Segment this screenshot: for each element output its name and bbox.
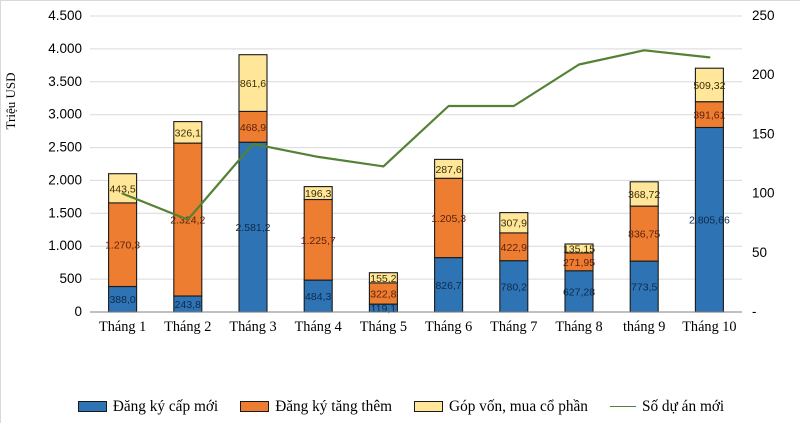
- svg-text:2.581,2: 2.581,2: [235, 222, 270, 234]
- svg-text:627,28: 627,28: [563, 286, 595, 298]
- svg-text:1.270,3: 1.270,3: [105, 240, 140, 252]
- svg-text:119,1: 119,1: [371, 303, 397, 315]
- svg-text:Tháng 8: Tháng 8: [555, 319, 602, 335]
- svg-text:Tháng 7: Tháng 7: [490, 319, 537, 335]
- svg-text:826,7: 826,7: [435, 280, 461, 292]
- svg-text:1.500: 1.500: [48, 205, 82, 220]
- svg-text:196,3: 196,3: [305, 188, 331, 200]
- svg-text:509,32: 509,32: [693, 80, 725, 92]
- svg-text:3.000: 3.000: [48, 107, 82, 122]
- svg-text:150: 150: [752, 126, 775, 141]
- svg-text:1.225,7: 1.225,7: [301, 235, 336, 247]
- svg-text:Tháng 1: Tháng 1: [99, 319, 146, 335]
- svg-text:773,5: 773,5: [631, 282, 657, 294]
- svg-text:307,9: 307,9: [501, 218, 527, 230]
- svg-text:1.000: 1.000: [48, 238, 82, 253]
- svg-text:468,9: 468,9: [240, 122, 266, 134]
- svg-text:Tháng 10: Tháng 10: [682, 319, 736, 335]
- svg-text:Tháng 6: Tháng 6: [425, 319, 472, 335]
- svg-text:155,2: 155,2: [370, 273, 396, 285]
- svg-text:2.000: 2.000: [48, 172, 82, 187]
- svg-text:271,95: 271,95: [563, 257, 595, 269]
- svg-text:388,0: 388,0: [109, 294, 135, 306]
- svg-text:0: 0: [74, 304, 82, 319]
- svg-text:484,3: 484,3: [305, 291, 331, 303]
- svg-text:tháng 9: tháng 9: [623, 319, 666, 335]
- svg-text:780,2: 780,2: [501, 281, 527, 293]
- svg-text:287,6: 287,6: [435, 164, 461, 176]
- svg-text:1.205,3: 1.205,3: [431, 213, 466, 225]
- svg-text:Tháng 4: Tháng 4: [295, 319, 342, 335]
- svg-text:4.500: 4.500: [48, 8, 82, 23]
- svg-text:836,75: 836,75: [628, 229, 660, 241]
- svg-text:326,1: 326,1: [175, 127, 201, 139]
- svg-text:391,61: 391,61: [693, 110, 725, 122]
- svg-text:322,8: 322,8: [370, 289, 396, 301]
- svg-text:4.000: 4.000: [48, 41, 82, 56]
- svg-text:Tháng 2: Tháng 2: [164, 319, 211, 335]
- svg-text:Triệu USD: Triệu USD: [3, 73, 18, 130]
- svg-text:Tháng 3: Tháng 3: [229, 319, 276, 335]
- svg-text:422,9: 422,9: [501, 242, 527, 254]
- svg-text:3.500: 3.500: [48, 74, 82, 89]
- svg-text:Tháng 5: Tháng 5: [360, 319, 407, 335]
- svg-text:250: 250: [752, 8, 775, 23]
- svg-text:100: 100: [752, 186, 775, 201]
- svg-text:135,15: 135,15: [563, 243, 595, 255]
- svg-text:2.805,66: 2.805,66: [689, 215, 730, 227]
- svg-text:500: 500: [59, 271, 82, 286]
- svg-text:243,8: 243,8: [175, 299, 201, 311]
- svg-text:2.500: 2.500: [48, 140, 82, 155]
- svg-text:368,72: 368,72: [628, 189, 660, 201]
- svg-text:-: -: [752, 304, 757, 319]
- svg-text:50: 50: [752, 245, 767, 260]
- svg-text:200: 200: [752, 67, 775, 82]
- svg-text:861,6: 861,6: [240, 78, 266, 90]
